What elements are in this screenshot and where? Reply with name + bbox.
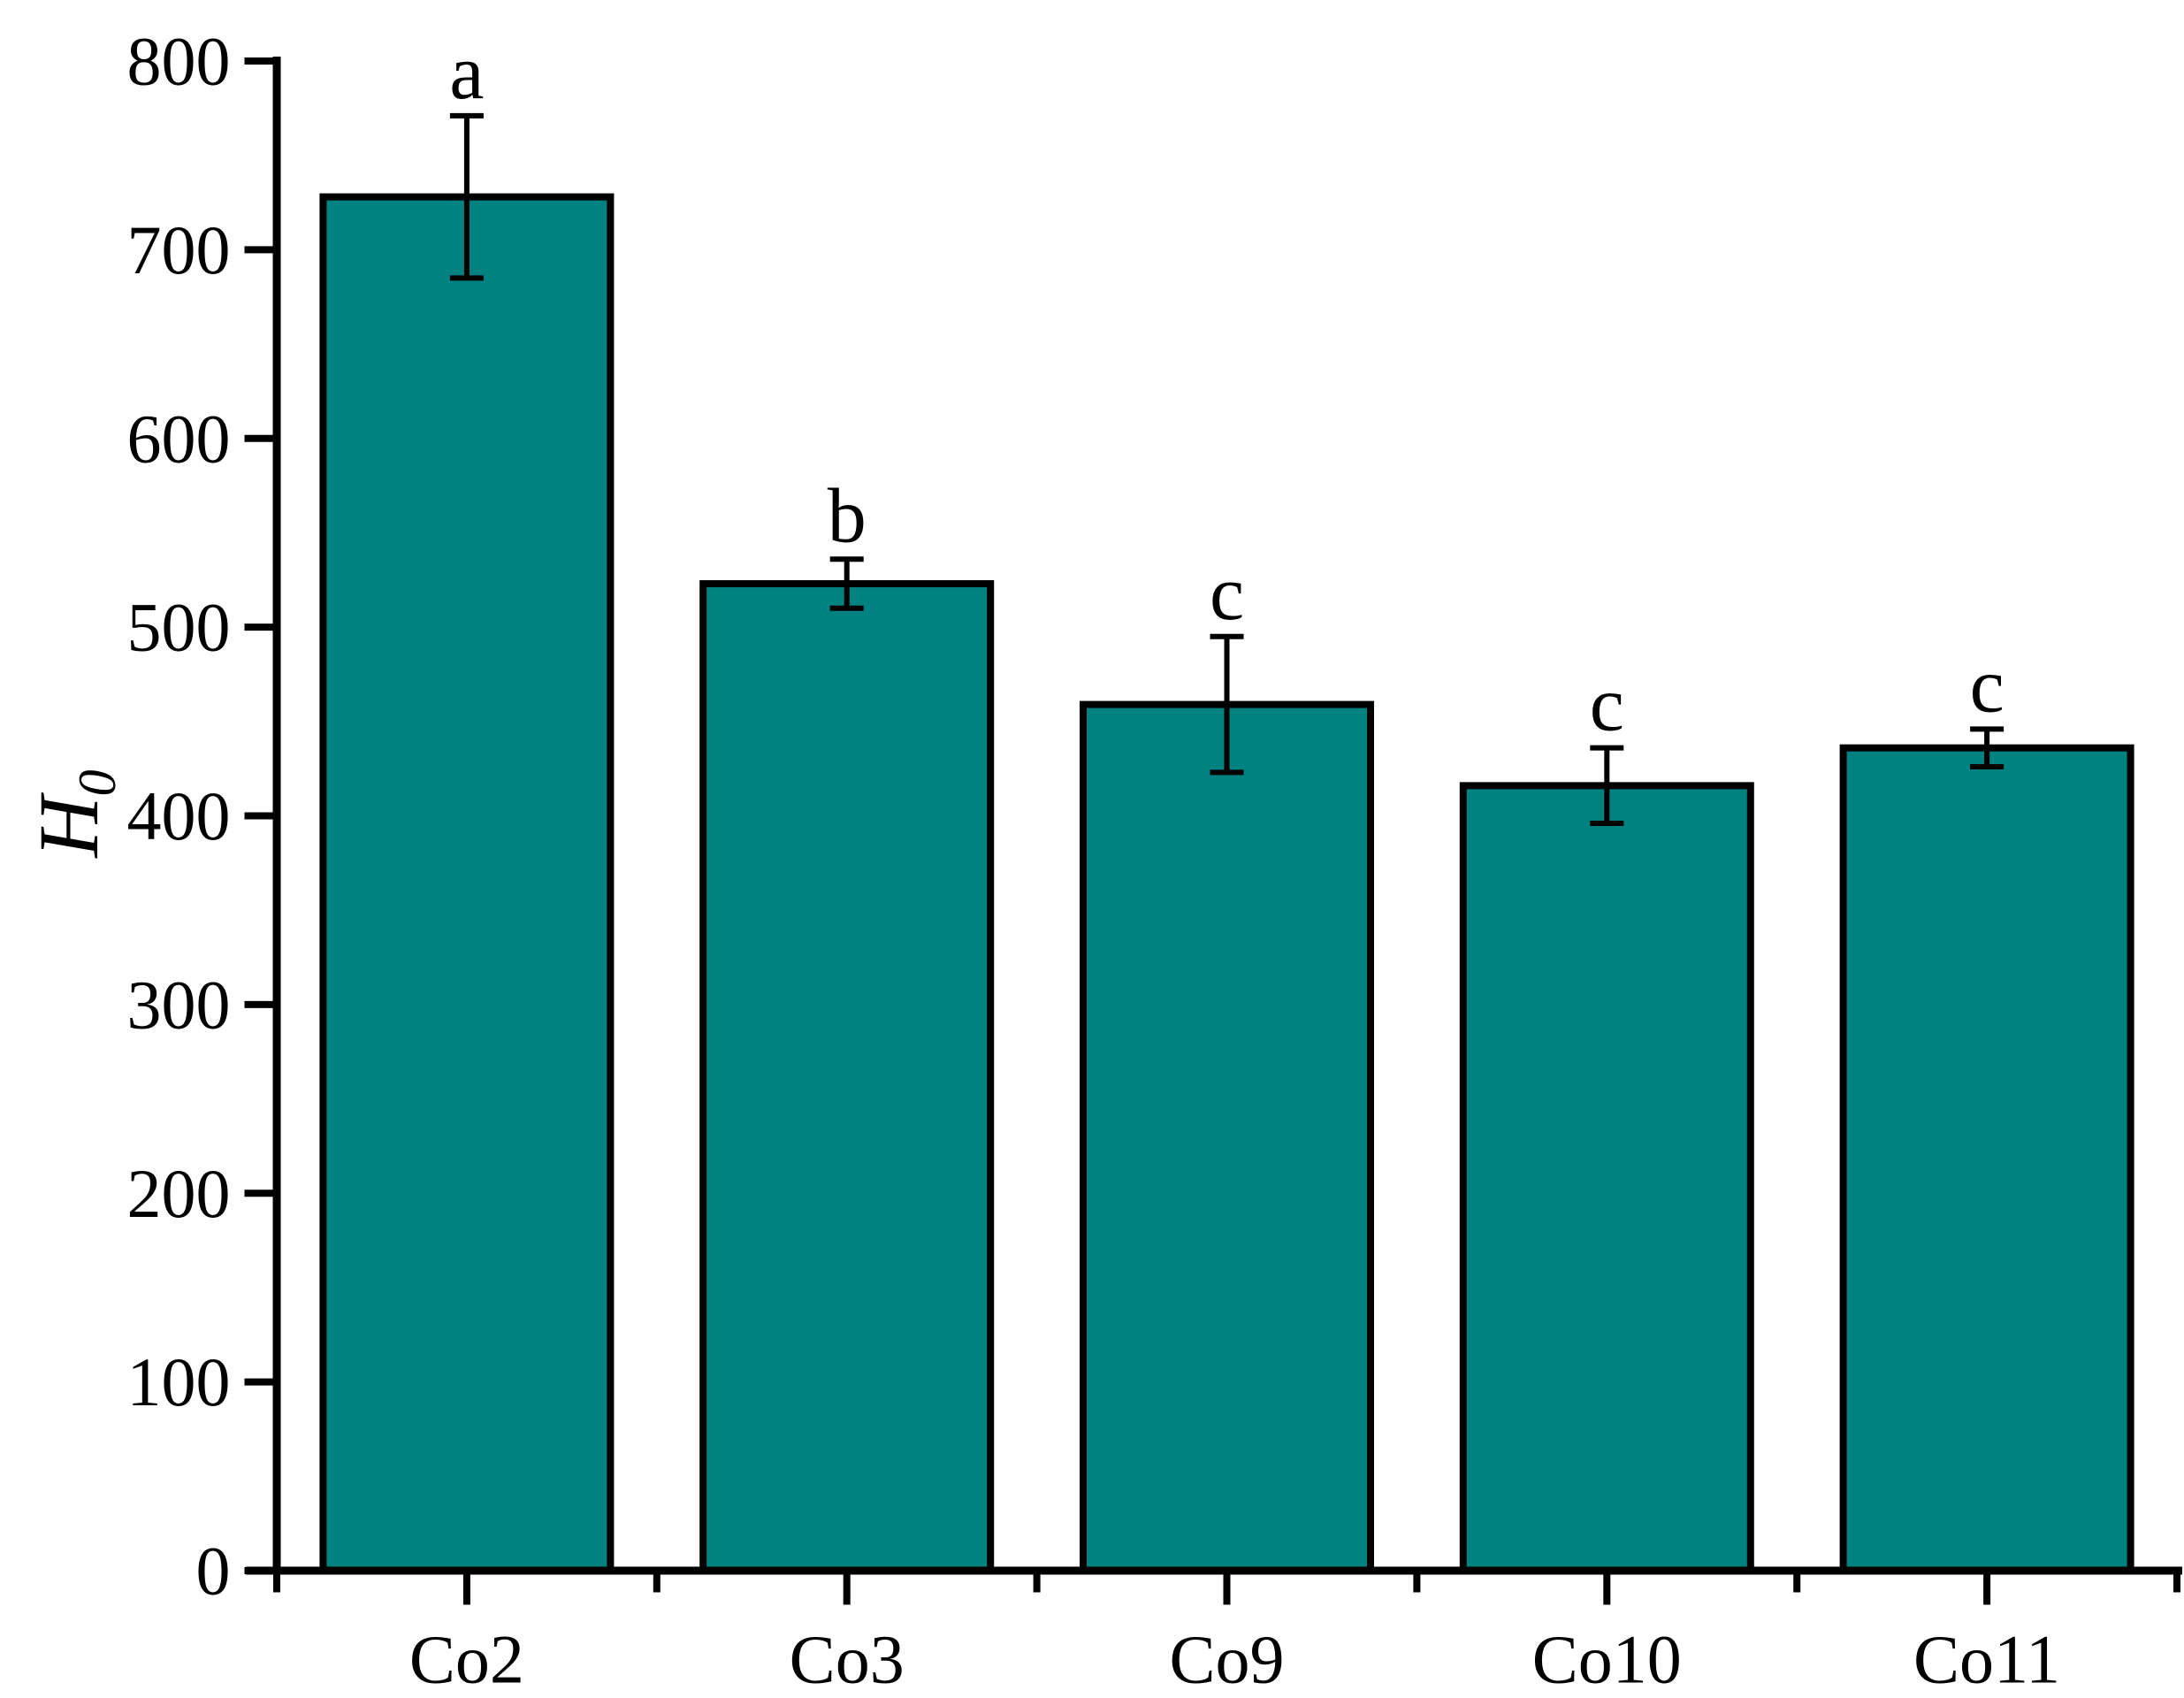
y-axis-title-sub: 0 <box>68 769 127 797</box>
bar-Co10 <box>1459 782 1754 1574</box>
y-tick-label-400: 400 <box>127 777 231 854</box>
significance-letter-Co2: a <box>449 30 484 116</box>
significance-letter-Co10: c <box>1590 662 1624 748</box>
y-tick-label-300: 300 <box>127 966 231 1043</box>
x-tick-label-Co9: Co9 <box>1169 1621 1284 1698</box>
y-tick-label-500: 500 <box>127 589 231 666</box>
y-axis-title-main: H <box>21 796 116 858</box>
significance-letter-Co9: c <box>1210 551 1244 637</box>
y-axis-title: H0 <box>21 769 126 857</box>
y-tick-label-0: 0 <box>196 1533 231 1610</box>
bar-Co2 <box>319 193 615 1574</box>
y-tick-label-100: 100 <box>127 1343 231 1420</box>
x-tick-label-Co3: Co3 <box>790 1621 905 1698</box>
y-tick-label-600: 600 <box>127 400 231 477</box>
x-tick-label-Co11: Co11 <box>1913 1621 2060 1698</box>
x-tick-label-Co10: Co10 <box>1532 1621 1682 1698</box>
bar-Co11 <box>1839 744 2134 1574</box>
x-tick-label-Co2: Co2 <box>409 1621 524 1698</box>
bar-Co9 <box>1080 700 1374 1574</box>
y-tick-label-200: 200 <box>127 1155 231 1232</box>
bar-Co3 <box>699 580 995 1575</box>
y-tick-label-700: 700 <box>127 211 231 288</box>
significance-letter-Co3: b <box>828 473 867 559</box>
significance-letter-Co11: c <box>1970 643 2005 729</box>
y-tick-label-800: 800 <box>127 23 231 100</box>
